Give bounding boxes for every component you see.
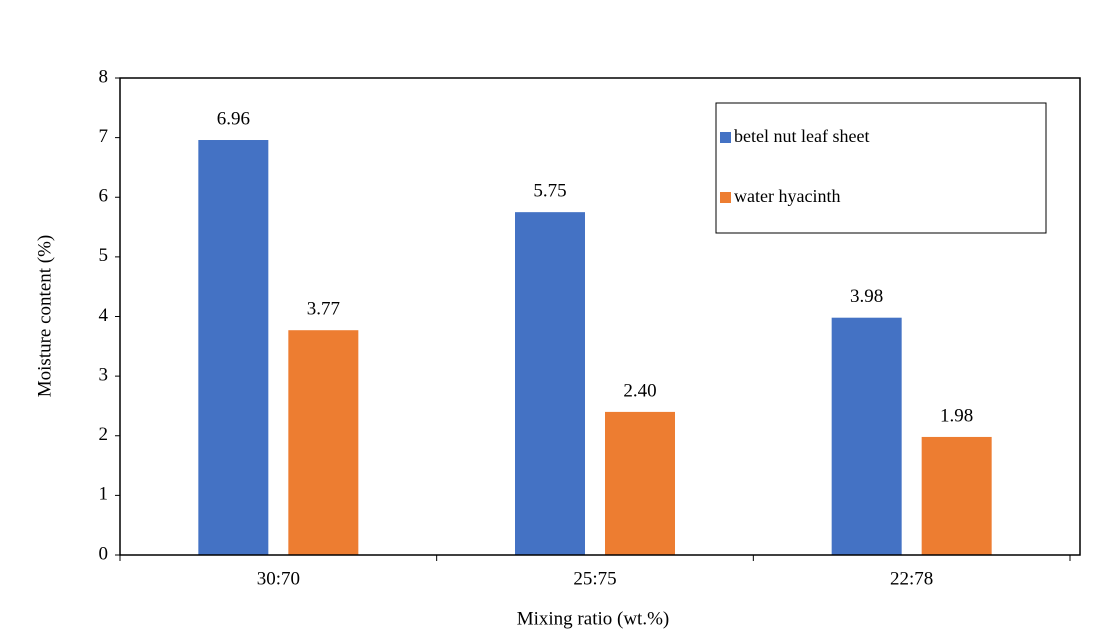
y-tick-label: 6: [99, 186, 109, 207]
x-axis-label: Mixing ratio (wt.%): [517, 608, 670, 629]
legend-swatch: [720, 132, 731, 143]
value-label: 5.75: [533, 181, 566, 202]
y-tick-label: 0: [99, 543, 109, 564]
bar: [921, 436, 992, 555]
y-tick-label: 3: [99, 364, 109, 385]
bar: [515, 212, 585, 555]
legend-label: betel nut leaf sheet: [734, 126, 869, 146]
bar: [605, 411, 675, 555]
y-tick-label: 8: [99, 66, 109, 87]
bar: [831, 317, 902, 555]
y-tick-label: 1: [99, 484, 109, 505]
y-tick-label: 4: [99, 305, 109, 326]
value-label: 3.77: [307, 299, 340, 320]
legend-box: [715, 102, 1047, 234]
value-label: 1.98: [940, 405, 973, 426]
value-label: 2.40: [623, 380, 656, 401]
value-label: 3.98: [850, 286, 883, 307]
x-tick-label: 30:70: [257, 568, 300, 589]
x-tick-label: 22:78: [890, 568, 933, 589]
y-axis-label: Moisture content (%): [34, 235, 55, 398]
legend-swatch: [720, 192, 731, 203]
y-tick-label: 2: [99, 424, 109, 445]
x-tick-label: 25:75: [573, 568, 616, 589]
plot-frame: [119, 77, 1081, 556]
value-label: 6.96: [217, 108, 250, 129]
bar: [198, 140, 269, 555]
y-tick-label: 5: [99, 245, 109, 266]
legend-label: water hyacinth: [734, 186, 840, 206]
bar: [288, 330, 359, 555]
y-tick-label: 7: [99, 126, 109, 147]
